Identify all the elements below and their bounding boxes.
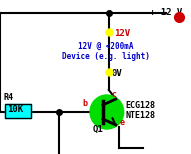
- Bar: [5, 104, 31, 118]
- Text: Device (e.g. light): Device (e.g. light): [62, 52, 150, 61]
- Text: + 12 V: + 12 V: [150, 8, 183, 17]
- Text: b: b: [82, 99, 87, 108]
- Text: c: c: [112, 90, 117, 99]
- Text: 12V @ <200mA: 12V @ <200mA: [78, 42, 134, 51]
- Text: Q1: Q1: [93, 125, 104, 134]
- Bar: [5, 104, 31, 118]
- Text: e: e: [120, 118, 125, 127]
- Text: 0V: 0V: [112, 69, 123, 78]
- Text: ECG128: ECG128: [126, 101, 156, 110]
- Text: R4: R4: [4, 93, 14, 102]
- Text: NTE128: NTE128: [126, 111, 156, 120]
- Circle shape: [90, 95, 124, 129]
- Text: 10K: 10K: [7, 105, 23, 114]
- Text: 12V: 12V: [114, 29, 130, 38]
